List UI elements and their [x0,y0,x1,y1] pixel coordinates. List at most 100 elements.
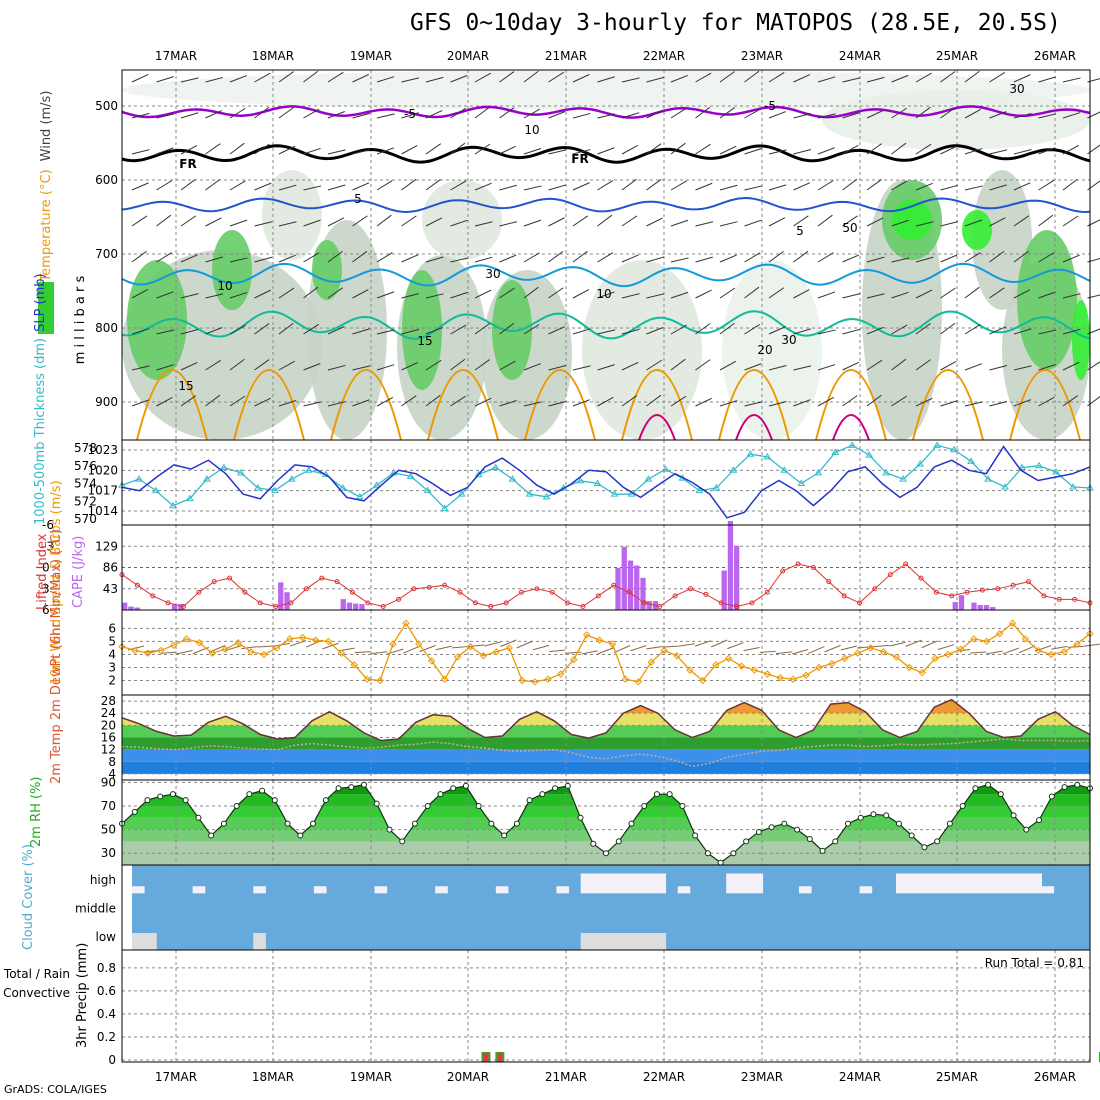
wind-barb [768,365,787,371]
rh-point [450,785,457,792]
rh-point [794,826,801,833]
wind-tick-label: 4 [108,647,116,661]
cloud-high-cell [580,873,594,894]
rh-point [1023,826,1030,833]
cloud-high-cell [920,873,933,894]
thickness-point [899,475,908,482]
rh-point [501,832,508,839]
wind-speed-point [402,619,410,627]
wind-barb [597,396,614,407]
thickness-point [287,475,296,482]
cloud-low-cell [653,933,667,950]
wind-barb [1062,178,1078,191]
wind-barb [1013,182,1031,191]
wind-barb [1067,645,1084,648]
wind-barb [905,639,922,647]
thickness-point [135,475,143,482]
temp-tick-label: 12 [101,743,116,757]
wind-speed-point [453,653,462,661]
wind-axis-title: 10m Wind Speed & Barbs (m/s) [49,480,64,685]
rh-point [182,797,189,804]
temperature-panel [121,694,1091,781]
contour-label: FR [571,152,588,166]
wind-speed-point [311,636,320,644]
temp-contour-20 [1009,369,1081,441]
temp-contour-15 [121,310,1091,340]
wind-barb [327,401,346,407]
wind-barb [695,143,711,155]
wind-barb [401,293,420,299]
rh-point [768,824,775,831]
wind-speed-point [298,633,307,642]
wind-barb [866,293,885,299]
wind-barb [646,394,662,407]
temp-band [122,737,1090,750]
wind-speed-point [931,654,939,663]
wind-speed-point [570,655,578,664]
wind-barb [254,72,271,83]
wind-barb [205,359,221,371]
wind-speed-point [673,652,681,660]
thickness-point [933,441,942,448]
wind-barb [695,106,711,119]
wind-barb [548,71,564,83]
wind-barb [229,324,246,335]
wind-barb [229,395,246,407]
thickness-point [169,501,177,509]
cloud-high-cell [750,873,764,894]
wind-barb [1038,113,1057,119]
thickness-point [304,466,313,473]
rh-point [322,797,329,804]
wind-barb [621,293,640,299]
wind-barb [817,113,836,119]
wind-barb [322,642,339,650]
wind-barb [180,112,199,119]
wind-barb [1062,112,1081,119]
li-point [734,603,740,609]
rh-point [628,820,635,827]
cape-bar [727,521,734,610]
wind-barb [499,184,517,191]
wind-speed-point [815,663,823,672]
wind-barb [793,182,811,191]
wind-barb [940,254,958,263]
li-tick-label: 3 [42,582,50,596]
rh-band [122,817,1090,830]
li-point [595,593,601,599]
rh-point [959,802,966,809]
credit-label: GrADS: COLA/IGES [4,1083,107,1096]
cape-tick-label: 86 [103,561,118,575]
temp-tick-label: 16 [101,731,116,745]
wind-barb [743,646,760,652]
wind-barb [989,149,1008,155]
wind-barb [915,143,932,155]
wind-speed-point [1008,619,1017,627]
wind-barb [915,323,931,335]
li-point [227,575,233,581]
li-point [995,586,1001,592]
wind-speed-point [621,675,630,683]
wind-barb [1038,76,1056,83]
wind-speed-point [983,637,991,646]
wind-barb [964,401,983,407]
wind-speed-point [195,639,204,647]
rh-point [921,844,928,851]
wind-barb [989,111,1007,119]
wind-barb [889,641,906,647]
wind-speed-point [608,640,617,648]
x-date-bottom-label: 18MAR [252,1070,294,1084]
wind-barb [499,287,515,299]
rh-tick-label: 70 [101,799,116,813]
wind-barb [817,252,834,263]
wind-speed-point [802,671,810,679]
wind-speed-point [1047,650,1055,659]
rh-tick-label: 30 [101,846,116,860]
temp-tick-label: 4 [108,767,116,781]
wind-barb [891,291,909,299]
wind-barb [792,649,809,655]
wind-barb [964,185,983,191]
wind-barb [1018,645,1036,654]
li-point [503,600,509,606]
wind-barb [630,645,647,652]
wind-speed-point [957,645,965,653]
